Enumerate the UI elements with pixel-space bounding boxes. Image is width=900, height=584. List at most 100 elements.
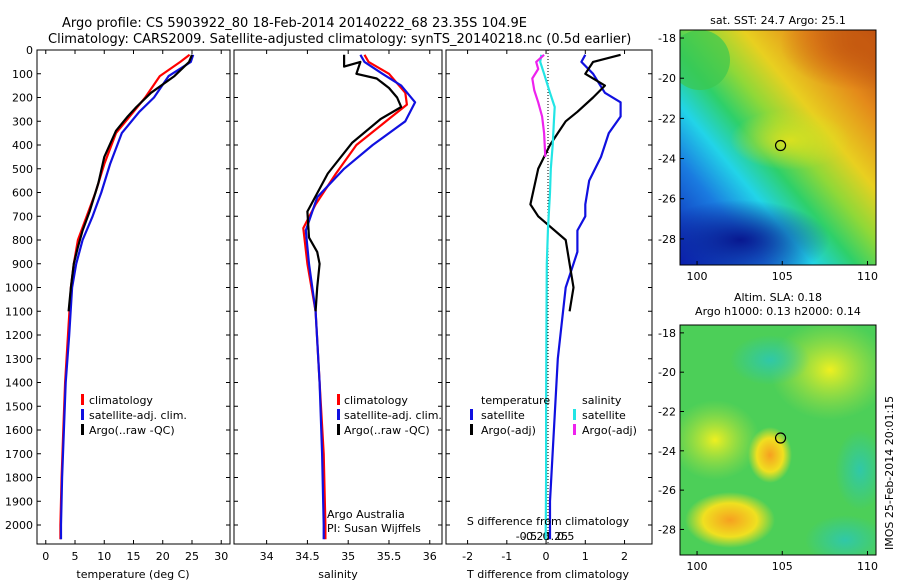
depth-tick-label: 600 — [12, 187, 33, 200]
x-tick-label: 25 — [185, 550, 199, 563]
salinity-xlabel: salinity — [318, 568, 358, 580]
depth-tick-label: 700 — [12, 210, 33, 223]
depth-tick-label: 400 — [12, 139, 33, 152]
lat-tick-label: -18 — [658, 327, 676, 340]
legend-swatch-t-satellite — [470, 409, 473, 420]
legend-label-s-satellite: satellite — [582, 409, 626, 422]
legend-title-salinity: salinity — [582, 394, 622, 407]
sst-green-region — [680, 30, 730, 90]
depth-tick-label: 900 — [12, 258, 33, 271]
t-difference-tick-labels: -2 -1 0 1 2 — [446, 49, 652, 563]
x-tick-label: 36 — [423, 550, 437, 563]
difference-axes-box — [445, 49, 653, 545]
lat-tick-label: -20 — [658, 366, 676, 379]
x-tick-label: 35.5 — [377, 550, 402, 563]
legend-label-satellite: satellite-adj. clim. — [344, 409, 442, 422]
lat-tick-label: -22 — [658, 112, 676, 125]
legend-swatch-s-satellite — [573, 409, 576, 420]
lat-tick-label: -18 — [658, 32, 676, 45]
legend-swatch-satellite — [337, 409, 340, 420]
sla-map-title-2: Argo h1000: 0.13 h2000: 0.14 — [695, 305, 861, 318]
lon-tick-label: 110 — [857, 270, 878, 283]
legend-label-t-satellite: satellite — [481, 409, 525, 422]
sla-low-region-n — [730, 335, 810, 385]
x-tick-label: 2 — [621, 550, 628, 563]
lon-tick-label: 110 — [857, 560, 878, 573]
sla-argo-marker — [774, 432, 787, 444]
depth-tick-label: 300 — [12, 115, 33, 128]
salinity-panel: 34 34.5 35 35.5 36 salinity climatology sate… — [233, 49, 443, 581]
x-tick-label: 35 — [341, 550, 355, 563]
sla-heatmap — [680, 325, 876, 555]
x-tick-label: 20 — [156, 550, 170, 563]
series-line-argo-raw-qc- — [67, 54, 194, 312]
depth-tick-label: 1900 — [5, 495, 33, 508]
sst-lat-tick-labels: -18 -20 -22 -24 -26 -28 — [658, 32, 684, 246]
legend-swatch-s-argo — [573, 424, 576, 435]
salinity-tick-labels: 34 34.5 35 35.5 36 — [234, 49, 442, 563]
depth-tick-label: 800 — [12, 234, 33, 247]
series-line-argo-raw-qc- — [306, 54, 403, 312]
lat-tick-label: -28 — [658, 233, 676, 246]
series-line-t-satellite — [548, 54, 622, 540]
x-tick-label: 34 — [260, 550, 274, 563]
depth-tick-labels: 0 100 200 300 400 500 600 700 800 900 1000 1100 1200… — [5, 44, 33, 532]
legend-swatch-argo — [81, 424, 84, 435]
depth-tick-label: 1200 — [5, 329, 33, 342]
temperature-axes-box — [36, 49, 231, 545]
sst-argo-marker — [774, 139, 787, 152]
legend-label-s-argo: Argo(-adj) — [582, 424, 637, 437]
depth-tick-label: 2000 — [5, 519, 33, 532]
difference-series — [529, 53, 622, 540]
depth-tick-label: 1700 — [5, 448, 33, 461]
temperature-series — [59, 53, 195, 540]
lon-tick-label: 100 — [687, 560, 708, 573]
x-tick-label: 0 — [42, 550, 49, 563]
lon-tick-label: 100 — [687, 270, 708, 283]
x-tick-label: 0 — [543, 550, 550, 563]
x-tick-label: 10 — [97, 550, 111, 563]
temperature-xlabel: temperature (deg C) — [76, 568, 189, 580]
depth-tick-label: 1600 — [5, 424, 33, 437]
x-tick-label: -2 — [462, 550, 473, 563]
depth-tick-label: 1100 — [5, 305, 33, 318]
legend-label-argo: Argo(..raw -QC) — [89, 424, 175, 437]
lat-tick-label: -28 — [658, 523, 676, 536]
legend-swatch-satellite — [81, 409, 84, 420]
legend-label-satellite: satellite-adj. clim. — [89, 409, 187, 422]
legend-label-argo: Argo(..raw -QC) — [344, 424, 430, 437]
legend-swatch-t-argo — [470, 424, 473, 435]
header-line-2: Climatology: CARS2009. Satellite-adjuste… — [48, 32, 631, 47]
sla-high-region-w — [680, 400, 760, 480]
salinity-axes-box — [233, 49, 443, 545]
legend-swatch-climatology — [81, 394, 84, 405]
depth-tick-label: 1300 — [5, 353, 33, 366]
credit-line-2: PI: Susan Wijffels — [327, 522, 421, 535]
lat-tick-label: -26 — [658, 193, 676, 206]
sla-lat-tick-labels: -18 -20 -22 -24 -26 -28 — [658, 327, 684, 536]
sst-mid-region — [730, 110, 850, 170]
depth-tick-label: 1400 — [5, 377, 33, 390]
x-tick-label: 5 — [72, 550, 79, 563]
header-line-1: Argo profile: CS 5903922_80 18-Feb-2014 … — [62, 16, 527, 31]
lon-tick-label: 105 — [772, 270, 793, 283]
legend-swatch-argo — [337, 424, 340, 435]
x-tick-label: 30 — [214, 550, 228, 563]
salinity-series — [302, 54, 417, 540]
depth-tick-label: 1800 — [5, 472, 33, 485]
series-line-s-satellite — [539, 54, 556, 540]
lon-tick-label: 105 — [772, 560, 793, 573]
temperature-legend: climatology satellite-adj. clim. Argo(..… — [81, 394, 187, 437]
s-difference-tick-label: 0.5 — [557, 530, 575, 543]
depth-tick-label: 200 — [12, 92, 33, 105]
legend-label-climatology: climatology — [89, 394, 153, 407]
series-line-satellite-adj-clim- — [304, 54, 417, 540]
temperature-tick-labels: 0 5 10 15 20 25 30 — [37, 49, 230, 563]
sla-lon-tick-labels: 100 105 110 — [687, 551, 878, 573]
x-tick-label: 15 — [127, 550, 141, 563]
temperature-panel: 0100200300400500600700800900100011001200… — [5, 44, 231, 581]
depth-tick-label: 1500 — [5, 400, 33, 413]
sla-hot-spot-sw — [685, 492, 775, 548]
